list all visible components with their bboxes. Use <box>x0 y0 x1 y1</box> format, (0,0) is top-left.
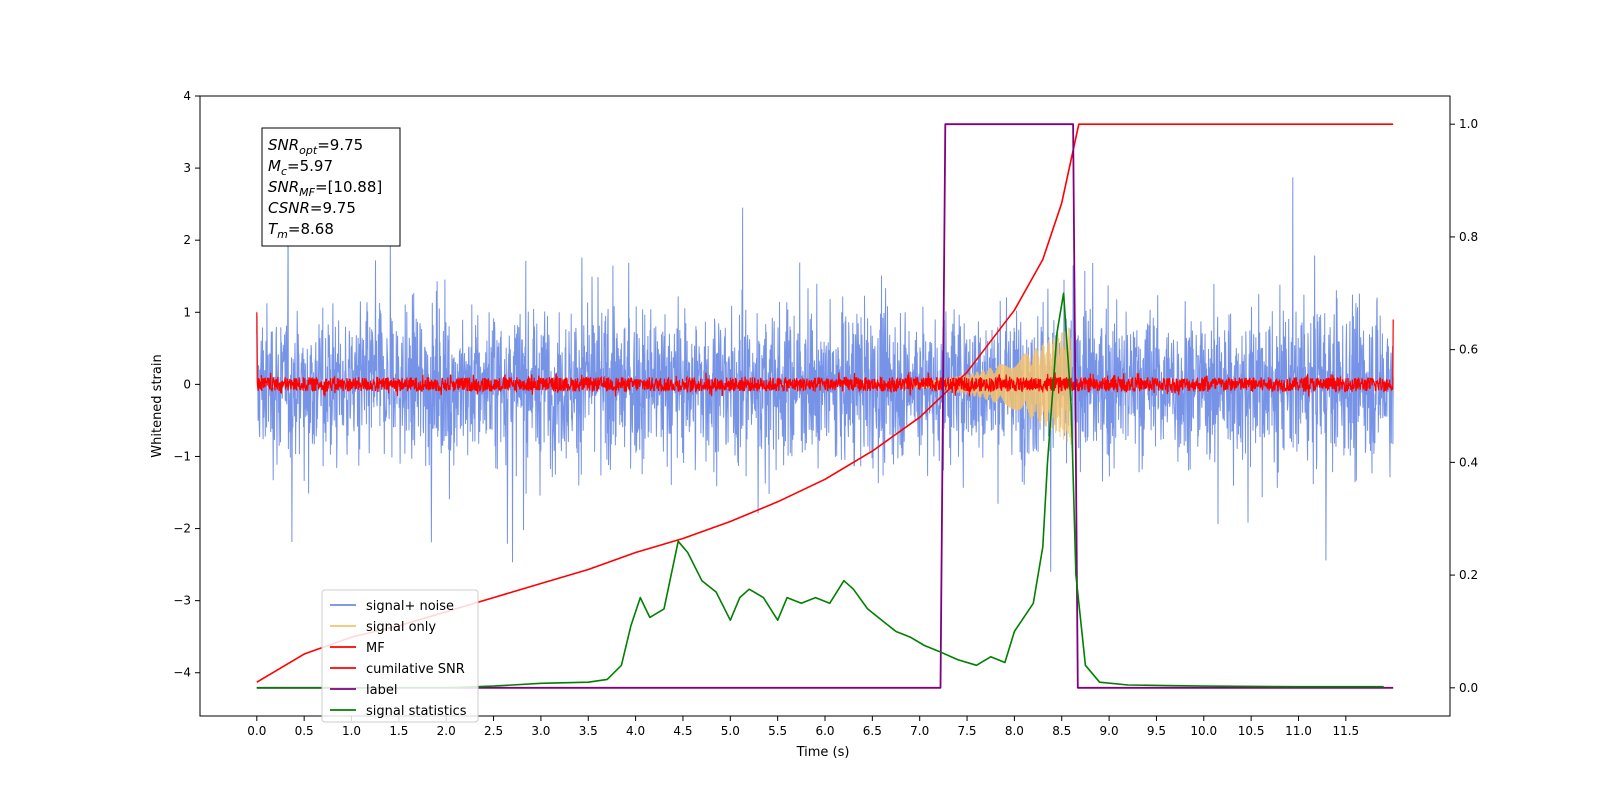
legend-frame <box>321 589 479 723</box>
annotation-line: Tm=8.68 <box>268 220 334 241</box>
legend-label: signal statistics <box>366 704 467 719</box>
x-tick-label: 1.0 <box>342 724 361 738</box>
x-axis: 0.0 0.5 1.0 1.5 2.0 2.5 3.0 3.5 4.0 4.5 5.0 5.5 6.0 6… <box>247 716 1359 738</box>
legend-label: label <box>366 683 397 698</box>
x-tick-label: 11.0 <box>1285 724 1312 738</box>
y-left-tick-label: −2 <box>173 522 191 536</box>
x-tick-label: 7.5 <box>957 724 976 738</box>
x-tick-label: 9.0 <box>1100 724 1119 738</box>
x-tick-label: 2.5 <box>484 724 503 738</box>
annotation-line: SNRopt=9.75 <box>268 136 363 157</box>
x-tick-label: 0.0 <box>247 724 266 738</box>
legend-label: MF <box>366 641 385 656</box>
annotation-line: SNRMF=[10.88] <box>268 178 382 199</box>
x-tick-label: 0.5 <box>295 724 314 738</box>
x-tick-label: 4.5 <box>673 724 692 738</box>
x-tick-label: 5.0 <box>721 724 740 738</box>
y-left-tick-label: 4 <box>183 89 191 103</box>
x-tick-label: 3.5 <box>579 724 598 738</box>
x-tick-label: 10.5 <box>1238 724 1265 738</box>
y-axis-left: 4 3 2 1 0 −1 −2 −3 −4 <box>173 89 200 680</box>
y-right-tick-label: 0.0 <box>1459 681 1478 695</box>
annotation-frame <box>261 127 401 247</box>
x-tick-label: 4.0 <box>626 724 645 738</box>
legend-label: signal only <box>366 620 436 635</box>
y-left-tick-label: −1 <box>173 449 191 463</box>
annotation-line: Mc=5.97 <box>268 157 333 178</box>
y-left-tick-label: −3 <box>173 594 191 608</box>
x-tick-label: 1.5 <box>389 724 408 738</box>
x-tick-label: 8.5 <box>1052 724 1071 738</box>
series-signal-noise <box>256 177 1394 572</box>
y-left-tick-label: 3 <box>183 161 191 175</box>
x-tick-label: 6.5 <box>863 724 882 738</box>
y-right-tick-label: 0.8 <box>1459 230 1478 244</box>
y-right-tick-label: 0.2 <box>1459 568 1478 582</box>
x-tick-label: 5.5 <box>768 724 787 738</box>
legend-label: signal+ noise <box>366 599 454 614</box>
y-right-tick-label: 0.4 <box>1459 455 1478 469</box>
y-left-tick-label: −4 <box>173 666 191 680</box>
y-axis-right: 1.0 0.8 0.6 0.4 0.2 0.0 <box>1450 117 1478 695</box>
y-left-tick-label: 2 <box>183 233 191 247</box>
x-tick-label: 6.0 <box>815 724 834 738</box>
x-tick-label: 10.0 <box>1190 724 1217 738</box>
x-tick-label: 2.0 <box>437 724 456 738</box>
legend-label: cumilative SNR <box>366 662 465 677</box>
y-left-tick-label: 1 <box>183 305 191 319</box>
series-signal-statistics <box>256 292 1384 689</box>
x-tick-label: 9.5 <box>1147 724 1166 738</box>
legend: signal+ noise signal only MF cumilative SNR… <box>321 589 479 723</box>
stats-annotation-box: SNRopt=9.75Mc=5.97SNRMF=[10.88]CSNR=9.75… <box>261 127 401 247</box>
series-mf <box>256 312 1394 397</box>
x-tick-label: 8.0 <box>1005 724 1024 738</box>
x-tick-label: 11.5 <box>1332 724 1359 738</box>
y-axis-label: Whitened strain <box>150 354 165 457</box>
x-tick-label: 3.0 <box>531 724 550 738</box>
series-label <box>256 123 1394 689</box>
y-right-tick-label: 1.0 <box>1459 117 1478 131</box>
y-right-tick-label: 0.6 <box>1459 343 1478 357</box>
annotation-line: CSNR=9.75 <box>268 199 356 217</box>
x-axis-label: Time (s) <box>796 745 850 760</box>
y-left-tick-label: 0 <box>183 377 191 391</box>
x-tick-label: 7.0 <box>910 724 929 738</box>
